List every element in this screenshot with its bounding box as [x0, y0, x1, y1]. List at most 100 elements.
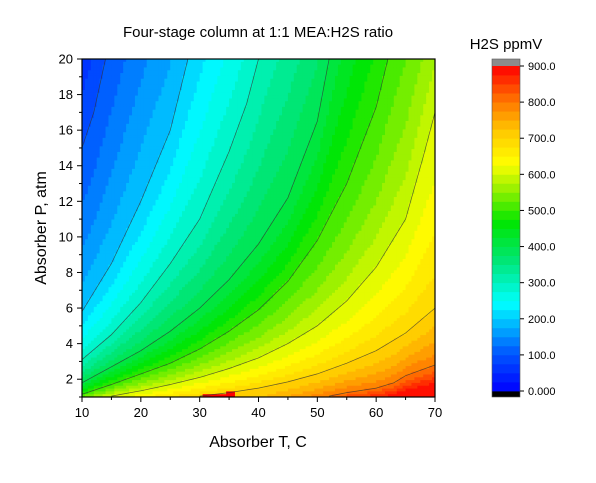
contour-cell: [149, 104, 154, 108]
contour-cell: [114, 351, 118, 356]
contour-cell: [134, 267, 139, 271]
contour-cell: [120, 346, 124, 350]
contour-cell: [158, 163, 163, 167]
contour-cell: [155, 394, 160, 397]
contour-cell: [82, 258, 86, 263]
contour-cell: [93, 211, 98, 215]
contour-cell: [123, 264, 127, 269]
contour-cell: [117, 242, 121, 246]
contour-cell: [129, 281, 133, 285]
contour-cell: [120, 377, 124, 381]
contour-cell: [102, 202, 107, 207]
contour-cell: [129, 95, 133, 100]
contour-cell: [129, 329, 133, 333]
contour-cell: [87, 304, 92, 308]
contour-cell: [114, 163, 118, 167]
contour-cell: [123, 267, 127, 271]
contour-cell: [111, 78, 115, 83]
contour-cell: [149, 115, 154, 119]
contour-cell: [108, 64, 113, 69]
contour-cell: [108, 233, 113, 238]
contour-cell: [140, 106, 145, 111]
contour-cell: [108, 377, 113, 381]
contour-cell: [117, 185, 121, 190]
contour-cell: [146, 154, 151, 159]
contour-cell: [129, 391, 133, 395]
contour-cell: [114, 382, 118, 387]
contour-cell: [90, 213, 95, 218]
contour-cell: [134, 309, 139, 314]
contour-cell: [82, 374, 86, 378]
contour-cell: [105, 298, 110, 302]
contour-cell: [111, 106, 115, 111]
contour-cell: [84, 205, 89, 209]
contour-cell: [82, 132, 86, 136]
contour-cell: [152, 253, 157, 257]
contour-cell: [143, 394, 148, 397]
contour-cell: [134, 256, 139, 260]
contour-cell: [134, 244, 139, 249]
contour-cell: [132, 154, 136, 159]
contour-cell: [137, 208, 142, 212]
contour-cell: [132, 239, 136, 243]
contour-cell: [126, 211, 130, 215]
contour-cell: [99, 374, 104, 378]
contour-cell: [149, 188, 154, 192]
contour-cell: [114, 98, 118, 102]
contour-cell: [132, 306, 136, 311]
contour-cell: [99, 73, 104, 77]
contour-cell: [143, 278, 148, 283]
contour-cell: [140, 180, 145, 184]
contour-cell: [143, 70, 148, 74]
contour-cell: [126, 143, 130, 147]
contour-cell: [134, 81, 139, 85]
contour-cell: [111, 337, 115, 342]
contour-cell: [137, 335, 142, 339]
contour-cell: [123, 247, 127, 252]
contour-cell: [129, 64, 133, 69]
contour-cell: [155, 132, 160, 136]
contour-cell: [152, 351, 157, 356]
contour-cell: [105, 208, 110, 212]
contour-cell: [143, 84, 148, 88]
contour-cell: [99, 250, 104, 254]
contour-cell: [84, 366, 89, 370]
contour-cell: [143, 199, 148, 204]
contour-cell: [105, 351, 110, 356]
contour-cell: [117, 129, 121, 133]
contour-cell: [137, 197, 142, 201]
contour-cell: [155, 284, 160, 288]
contour-cell: [137, 92, 142, 97]
contour-cell: [108, 228, 113, 232]
contour-cell: [93, 98, 98, 102]
contour-cell: [87, 233, 92, 238]
contour-cell: [137, 213, 142, 218]
contour-cell: [84, 78, 89, 83]
contour-cell: [146, 112, 151, 116]
contour-cell: [102, 264, 107, 269]
contour-cell: [99, 67, 104, 71]
contour-cell: [93, 75, 98, 80]
contour-cell: [123, 309, 127, 314]
contour-cell: [152, 157, 157, 161]
contour-cell: [155, 194, 160, 198]
contour-cell: [84, 92, 89, 97]
contour-cell: [132, 202, 136, 207]
contour-cell: [84, 120, 89, 125]
contour-cell: [152, 149, 157, 153]
contour-cell: [117, 197, 121, 201]
contour-cell: [120, 230, 124, 235]
contour-cell: [155, 301, 160, 305]
contour-cell: [99, 306, 104, 311]
contour-cell: [99, 78, 104, 83]
contour-cell: [108, 270, 113, 274]
contour-cell: [87, 394, 92, 397]
contour-cell: [149, 180, 154, 184]
contour-cell: [114, 59, 118, 63]
contour-cell: [93, 205, 98, 209]
contour-cell: [123, 326, 127, 330]
contour-cell: [149, 267, 154, 271]
contour-cell: [158, 64, 163, 69]
contour-cell: [140, 382, 145, 387]
contour-cell: [102, 197, 107, 201]
